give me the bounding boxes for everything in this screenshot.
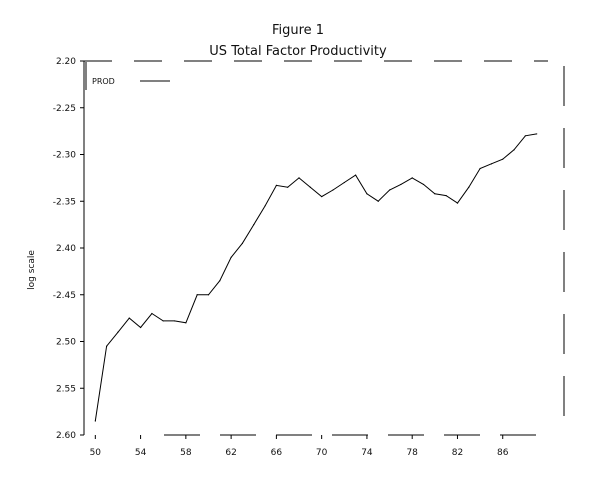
x-tick-label: 74	[361, 448, 373, 458]
data-point	[173, 320, 176, 322]
x-tick-label: 86	[497, 448, 509, 458]
data-point	[253, 224, 255, 226]
y-tick-label: 2.20	[56, 57, 76, 67]
data-point	[185, 322, 187, 324]
data-point	[513, 149, 515, 151]
data-point	[321, 195, 323, 198]
data-point	[128, 317, 130, 319]
data-point	[422, 183, 425, 186]
data-point	[366, 193, 368, 195]
x-tick-label: 82	[452, 448, 463, 458]
legend-label: PROD	[92, 77, 115, 86]
data-point	[490, 163, 493, 165]
data-point	[94, 420, 96, 422]
data-point	[264, 205, 266, 207]
data-point	[117, 331, 119, 333]
data-point	[377, 200, 379, 202]
x-axis: 50 54 58 62 66 70 74 78 82 86	[90, 435, 509, 458]
data-point	[434, 193, 436, 195]
chart-subtitle: US Total Factor Productivity	[209, 44, 387, 59]
y-tick-label: -2.25	[53, 104, 76, 114]
data-point	[151, 312, 153, 315]
data-point	[298, 177, 300, 179]
x-tick-label: 66	[271, 448, 283, 458]
data-point	[287, 186, 289, 188]
chart-title: Figure 1	[272, 23, 324, 38]
data-point	[162, 320, 164, 322]
data-point	[524, 135, 526, 137]
data-point	[479, 167, 481, 170]
legend: PROD	[85, 62, 170, 90]
x-tick-label: 62	[225, 448, 236, 458]
y-axis-label: log scale	[27, 250, 37, 290]
x-tick-label: 70	[316, 448, 328, 458]
data-point	[445, 195, 447, 197]
data-point	[241, 242, 244, 244]
data-point	[230, 256, 232, 258]
data-point	[207, 294, 210, 296]
series-line-0	[94, 133, 537, 422]
data-point	[502, 158, 504, 160]
y-axis: 2.20 -2.25 -2.30 -2.35 2.40 -2.45 2.50 2.55 2.60	[53, 57, 84, 441]
data-point	[219, 280, 221, 282]
y-tick-label: -2.30	[53, 151, 77, 161]
y-tick-label: -2.35	[53, 197, 76, 207]
y-tick-label: 2.50	[56, 338, 76, 348]
data-point	[411, 177, 413, 179]
data-point	[139, 326, 142, 329]
y-tick-label: 2.40	[56, 244, 76, 254]
plot-frame	[83, 60, 565, 436]
data-point	[106, 345, 108, 347]
x-tick-label: 58	[180, 448, 192, 458]
data-point	[388, 189, 391, 191]
series-group	[94, 133, 538, 422]
data-point	[343, 181, 345, 184]
data-point	[196, 294, 198, 296]
data-point	[468, 186, 470, 188]
data-point	[275, 184, 277, 186]
y-tick-label: -2.45	[53, 291, 76, 301]
data-point	[355, 174, 357, 176]
y-tick-label: 2.60	[56, 431, 76, 441]
data-point	[400, 183, 402, 186]
data-point	[309, 186, 311, 188]
y-tick-label: 2.55	[56, 384, 76, 394]
x-tick-label: 54	[135, 448, 147, 458]
data-point	[536, 133, 538, 135]
data-point	[332, 189, 334, 191]
x-tick-label: 78	[406, 448, 418, 458]
data-point	[456, 202, 459, 204]
x-tick-label: 50	[90, 448, 102, 458]
